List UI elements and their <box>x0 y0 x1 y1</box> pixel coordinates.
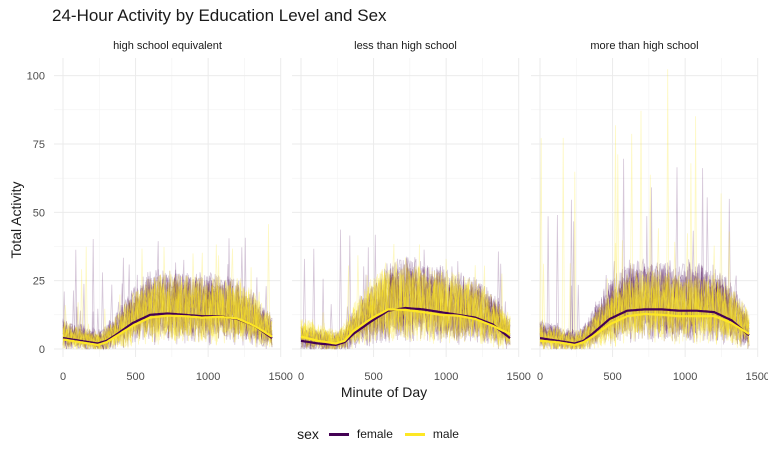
x-tick-label: 1000 <box>434 371 458 383</box>
x-tick-label: 1500 <box>268 371 292 383</box>
raw-trace-male <box>300 258 511 350</box>
raw-trace-male <box>300 264 511 350</box>
raw-trace-female <box>539 264 750 350</box>
smooth-line-female <box>300 306 511 347</box>
x-tick-label: 1500 <box>745 371 768 383</box>
raw-trace-male <box>62 267 273 350</box>
raw-trace-male <box>300 265 511 348</box>
raw-trace-male <box>300 262 511 347</box>
x-tick-label: 1500 <box>506 371 530 383</box>
legend-label-male: male <box>432 427 459 441</box>
raw-trace-female <box>62 241 273 351</box>
raw-trace-female <box>62 269 273 350</box>
raw-trace-male <box>539 133 750 351</box>
y-tick-label: 0 <box>39 344 45 356</box>
raw-trace-female <box>539 167 750 350</box>
raw-trace-female <box>539 261 750 351</box>
raw-trace-male <box>62 275 273 349</box>
legend-item-male: male <box>404 427 459 441</box>
raw-trace-female <box>539 198 750 351</box>
raw-trace-female <box>539 199 750 350</box>
raw-trace-male <box>300 266 511 350</box>
raw-trace-female <box>300 260 511 351</box>
legend-swatch-female <box>328 432 349 436</box>
raw-trace-male <box>62 246 273 350</box>
y-tick-label: 25 <box>33 276 45 288</box>
legend-label-female: female <box>356 427 393 441</box>
x-tick-label: 0 <box>298 371 304 383</box>
raw-trace-female <box>539 158 750 350</box>
legend: sex female male <box>0 426 768 442</box>
raw-trace-female <box>300 249 511 350</box>
facet-label: less than high school <box>354 40 457 52</box>
facet-label: more than high school <box>590 40 698 52</box>
raw-trace-female <box>62 249 273 350</box>
raw-trace-female <box>300 267 511 350</box>
raw-trace-female <box>300 259 511 350</box>
raw-trace-male <box>300 264 511 351</box>
raw-trace-female <box>539 259 750 350</box>
smooth-line-male <box>539 312 750 347</box>
raw-trace-male <box>300 267 511 350</box>
raw-trace-male <box>539 125 750 350</box>
facet-panel-2 <box>531 58 759 357</box>
raw-trace-female <box>300 262 511 350</box>
x-tick-label: 500 <box>126 371 144 383</box>
raw-trace-male <box>300 266 511 350</box>
y-tick-label: 100 <box>27 71 45 83</box>
raw-trace-male <box>300 265 511 350</box>
x-tick-label: 0 <box>60 371 66 383</box>
raw-trace-female <box>300 248 511 351</box>
raw-trace-female <box>300 229 511 350</box>
legend-item-female: female <box>328 427 393 441</box>
raw-trace-female <box>539 221 750 350</box>
chart-title: 24-Hour Activity by Education Level and … <box>52 6 387 25</box>
raw-trace-male <box>62 252 273 350</box>
raw-trace-male <box>62 244 273 351</box>
raw-trace-male <box>539 110 750 349</box>
x-axis-label: Minute of Day <box>340 384 428 400</box>
x-tick-label: 1000 <box>196 371 220 383</box>
raw-trace-male <box>539 242 750 351</box>
raw-trace-male <box>539 274 750 351</box>
raw-trace-male <box>300 255 511 350</box>
x-tick-label: 500 <box>364 371 382 383</box>
facet-panel-0 <box>54 58 282 357</box>
y-tick-label: 50 <box>33 207 45 219</box>
raw-trace-female <box>62 274 273 350</box>
x-tick-label: 0 <box>537 371 543 383</box>
legend-swatch-male <box>404 432 425 436</box>
raw-trace-male <box>539 271 750 350</box>
raw-trace-male <box>62 255 273 350</box>
raw-trace-male <box>62 246 273 351</box>
raw-trace-female <box>539 187 750 350</box>
raw-trace-female <box>300 261 511 350</box>
raw-trace-male <box>300 273 511 349</box>
facet-label: high school equivalent <box>113 40 222 52</box>
facet-panel-1 <box>292 58 520 357</box>
smooth-line-female <box>539 308 750 345</box>
smooth-line-male <box>300 308 511 345</box>
raw-trace-male <box>539 154 750 350</box>
raw-trace-female <box>539 263 750 350</box>
raw-trace-female <box>62 264 273 350</box>
x-tick-label: 1000 <box>673 371 697 383</box>
smooth-line-male <box>62 314 273 347</box>
legend-title: sex <box>297 426 319 442</box>
raw-trace-female <box>62 238 273 350</box>
y-tick-label: 75 <box>33 139 45 151</box>
raw-trace-male <box>300 257 511 350</box>
raw-trace-female <box>300 234 511 350</box>
x-tick-label: 500 <box>603 371 621 383</box>
